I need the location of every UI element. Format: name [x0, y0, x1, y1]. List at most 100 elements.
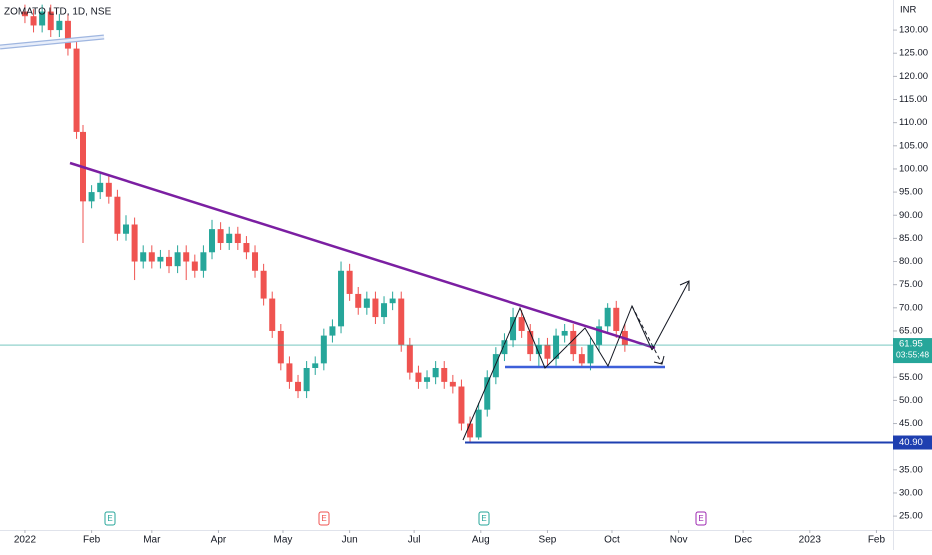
x-tick-label: Jul	[408, 535, 421, 546]
candle-body	[355, 293, 362, 308]
y-tick-label: 120.00	[899, 71, 928, 82]
countdown-label: 03:55:48	[896, 349, 929, 359]
chart-title: ZOMATO LTD, 1D, NSE	[4, 7, 112, 18]
x-tick-label: Dec	[734, 535, 752, 546]
candle-body	[148, 252, 155, 262]
y-tick-label: 70.00	[899, 302, 923, 313]
dashed-arrow	[631, 305, 663, 365]
candle-body	[449, 381, 456, 387]
candle-body	[286, 363, 293, 382]
y-tick-label: 30.00	[899, 487, 923, 498]
candle-body	[234, 233, 241, 244]
x-tick-label: Mar	[143, 535, 161, 546]
y-tick-label: 110.00	[899, 117, 927, 128]
candle-body	[424, 377, 431, 382]
candle-body	[501, 340, 508, 355]
candle-body	[320, 335, 327, 364]
candle-body	[475, 409, 482, 438]
candle-body	[200, 252, 207, 271]
event-markers: E E E E	[104, 511, 707, 526]
candle-body	[544, 344, 551, 359]
x-tick-label: Feb	[868, 535, 886, 546]
candle-body	[518, 317, 525, 331]
candle-body	[398, 298, 405, 345]
candle-body	[30, 16, 37, 26]
candle-body	[303, 367, 310, 392]
y-tick-label: 65.00	[899, 325, 923, 336]
x-tick-label: 2022	[14, 535, 37, 546]
x-tick-label: Nov	[670, 535, 688, 546]
y-tick-label: 85.00	[899, 233, 923, 244]
y-tick-label: 130.00	[899, 25, 928, 36]
y-tick-label: 25.00	[899, 511, 923, 522]
candle-body	[73, 48, 80, 132]
y-tick-label: 35.00	[899, 464, 923, 475]
candle-body	[535, 344, 542, 355]
trend-line	[69, 161, 656, 350]
candle-body	[596, 326, 603, 345]
x-tick-label: Oct	[604, 535, 620, 546]
earnings-marker	[695, 511, 707, 526]
candle-body	[441, 367, 448, 382]
candle-body	[166, 256, 173, 267]
candle-body	[252, 252, 259, 271]
candle-body	[183, 252, 190, 262]
candle-body	[260, 270, 267, 299]
candle-body	[346, 270, 353, 294]
candle-body	[243, 243, 250, 253]
candle-body	[467, 423, 474, 438]
currency-label: INR	[900, 5, 917, 16]
candle-body	[217, 229, 224, 244]
candle-body	[47, 11, 54, 31]
earnings-marker	[104, 511, 116, 526]
candle-body	[157, 256, 164, 262]
candle-body	[415, 372, 422, 382]
x-tick-label: 2023	[799, 535, 822, 546]
last-price-tag	[893, 338, 932, 364]
y-tick-label: 45.00	[899, 418, 923, 429]
y-tick-label: 50.00	[899, 395, 923, 406]
arrow-head	[679, 280, 690, 291]
x-tick-label: Apr	[211, 535, 227, 546]
candle-body	[587, 344, 594, 364]
candle-body	[295, 381, 302, 392]
x-tick-label: Aug	[472, 535, 490, 546]
earnings-label: E	[698, 514, 703, 523]
y-tick-label: 95.00	[899, 187, 923, 198]
y-tick-label: 105.00	[899, 140, 928, 151]
candle-body	[105, 182, 112, 197]
candle-body	[570, 330, 577, 355]
candle-body	[613, 307, 620, 331]
candle-body	[123, 224, 130, 234]
candle-body	[561, 330, 568, 336]
earnings-label: E	[107, 514, 112, 523]
candle-body	[39, 11, 46, 26]
candle-body	[209, 229, 216, 253]
x-tick-label: Feb	[83, 535, 101, 546]
earnings-label: E	[321, 514, 326, 523]
candle-body	[88, 192, 95, 202]
candle-body	[174, 252, 181, 267]
candle-body	[114, 196, 121, 234]
arrow-head	[653, 355, 665, 365]
candle-body	[492, 354, 499, 378]
candle-body	[226, 233, 233, 244]
candle-body	[484, 377, 491, 410]
candle-body	[406, 344, 413, 373]
candle-body	[389, 298, 396, 304]
y-tick-label: 125.00	[899, 48, 928, 59]
channel-line-inner	[0, 35, 105, 49]
earnings-label: E	[481, 514, 486, 523]
candle-body	[277, 330, 284, 364]
candle-body	[381, 303, 388, 318]
candle-body	[527, 330, 534, 355]
y-tick-label: 90.00	[899, 210, 923, 221]
candle-body	[372, 298, 379, 318]
candle-body	[140, 252, 147, 262]
y-tick-label: 75.00	[899, 279, 923, 290]
candle-body	[553, 335, 560, 359]
candle-body	[604, 307, 611, 327]
